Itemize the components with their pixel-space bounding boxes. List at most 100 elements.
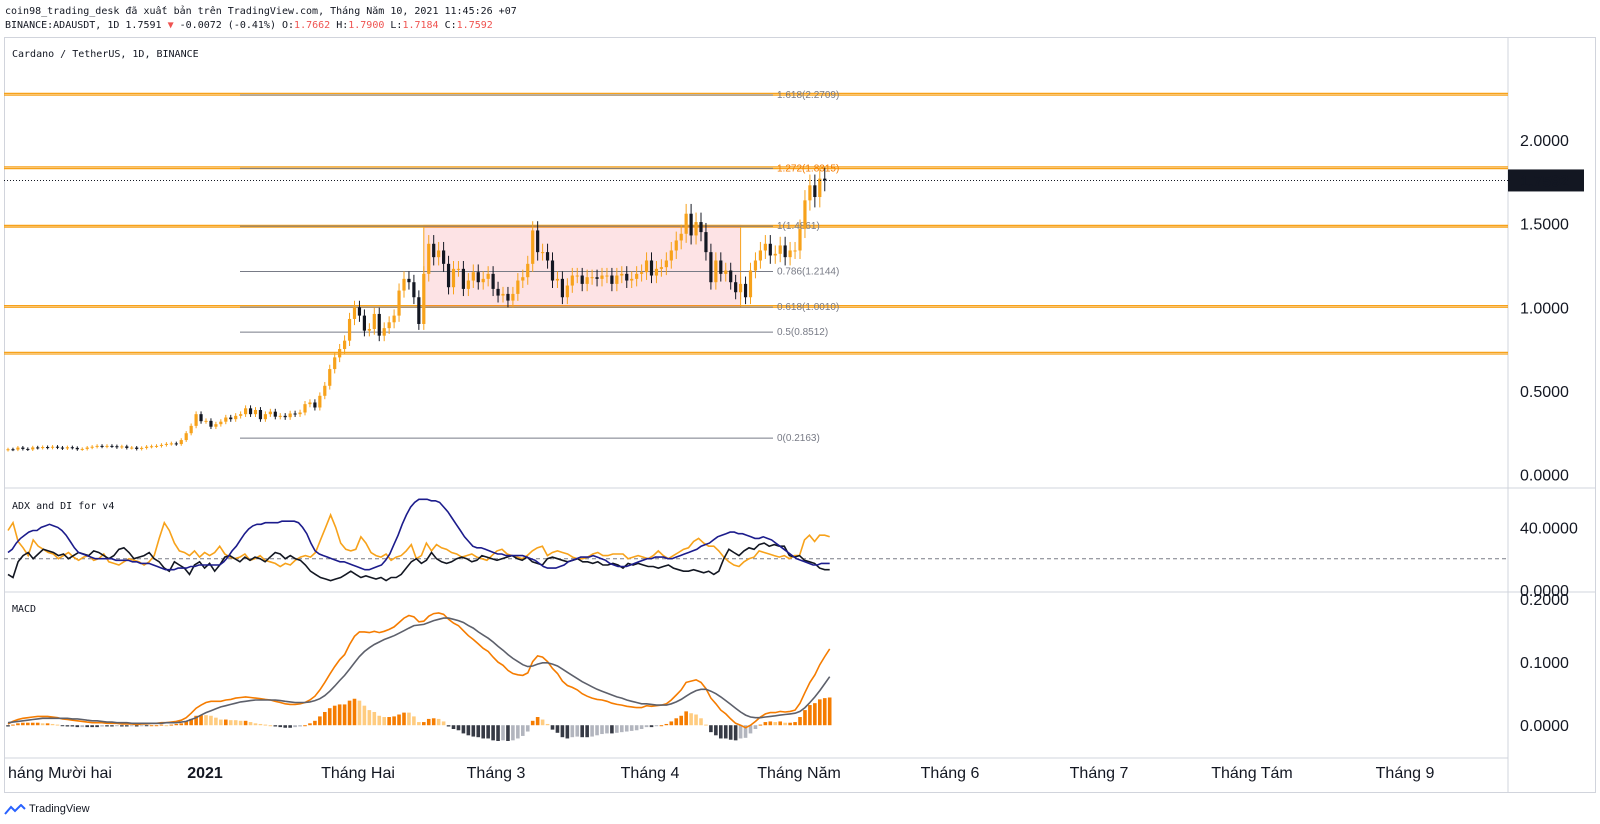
macd-hist-bar-48 bbox=[243, 720, 248, 726]
macd-hist-bar-59 bbox=[298, 725, 302, 727]
down-arrow-icon: ▼ bbox=[167, 20, 174, 31]
price-change: -0.0072 (-0.41%) bbox=[179, 20, 276, 31]
macd-hist-bar-66 bbox=[332, 705, 337, 726]
macd-hist-bar-56 bbox=[283, 725, 287, 728]
macd-hist-bar-26 bbox=[134, 725, 139, 727]
candle-body-85 bbox=[427, 243, 431, 274]
chart-frame[interactable] bbox=[4, 37, 1596, 793]
candle-body-52 bbox=[263, 414, 267, 420]
candle-body-162 bbox=[808, 185, 812, 201]
candle-body-147 bbox=[734, 282, 738, 293]
macd-hist-bar-4 bbox=[26, 722, 30, 726]
candle-body-144 bbox=[719, 260, 723, 274]
candle-body-59 bbox=[298, 412, 302, 415]
macd-hist-bar-79 bbox=[397, 714, 401, 726]
macd-hist-bar-20 bbox=[105, 725, 109, 727]
candle-body-95 bbox=[476, 272, 480, 283]
macd-hist-bar-1 bbox=[11, 724, 15, 726]
last-price-box bbox=[1508, 169, 1584, 192]
candle-body-131 bbox=[654, 268, 659, 276]
candle-body-83 bbox=[417, 297, 421, 324]
candle-body-42 bbox=[214, 424, 218, 427]
price-axis: 2.0000 1.5000 1.0000 0.5000 0.0000 bbox=[1520, 133, 1569, 484]
fibonacci-retracement: 1.618(2.2709) 1.272(1.8315) 1(1.4861) 0.786… bbox=[240, 90, 839, 444]
candle-body-7 bbox=[41, 447, 45, 449]
tradingview-footer[interactable]: TradingView bbox=[4, 803, 90, 815]
candle-body-57 bbox=[288, 413, 292, 418]
macd-hist-bar-44 bbox=[224, 719, 228, 726]
high-value: 1.7900 bbox=[348, 20, 385, 31]
price-pane-title: Cardano / TetherUS, 1D, BINANCE bbox=[12, 49, 199, 60]
macd-hist-bar-151 bbox=[753, 725, 758, 730]
candle-body-122 bbox=[610, 275, 614, 284]
macd-hist-bar-115 bbox=[575, 725, 580, 737]
candle-body-70 bbox=[352, 307, 357, 319]
candle-body-71 bbox=[357, 307, 362, 316]
candle-body-61 bbox=[308, 402, 312, 405]
candle-body-14 bbox=[75, 447, 79, 450]
macd-hist-bar-23 bbox=[120, 725, 124, 727]
macd-hist-bar-69 bbox=[347, 700, 352, 726]
macd-hist-bar-62 bbox=[313, 720, 317, 726]
candle-body-146 bbox=[729, 270, 733, 283]
candle-body-12 bbox=[65, 447, 69, 449]
candle-body-47 bbox=[239, 414, 243, 416]
macd-hist-bar-100 bbox=[501, 725, 505, 741]
candle-body-118 bbox=[590, 277, 594, 279]
macd-hist-bar-14 bbox=[75, 725, 80, 728]
candle-body-31 bbox=[159, 444, 164, 446]
candle-body-139 bbox=[694, 222, 698, 236]
candle-body-46 bbox=[234, 415, 238, 420]
publish-info: coin98_trading_desk đã xuất bản trên Tra… bbox=[5, 6, 517, 17]
candle-body-153 bbox=[763, 243, 767, 251]
macd-hist-bar-43 bbox=[219, 719, 223, 726]
macd-hist-bar-140 bbox=[699, 718, 703, 726]
candle-body-115 bbox=[575, 275, 579, 277]
candle-body-73 bbox=[367, 328, 371, 331]
candle-body-104 bbox=[521, 277, 525, 281]
macd-hist-bar-21 bbox=[110, 725, 114, 727]
candle-body-105 bbox=[526, 263, 530, 278]
close-value: 1.7592 bbox=[456, 20, 493, 31]
time-axis-tick-7: Tháng 7 bbox=[1070, 765, 1129, 782]
macd-hist-bar-57 bbox=[288, 725, 292, 728]
candle-body-164 bbox=[818, 178, 822, 198]
candle-body-5 bbox=[31, 447, 35, 450]
macd-hist-bar-47 bbox=[238, 720, 243, 726]
candle-body-126 bbox=[630, 278, 634, 281]
macd-hist-bar-71 bbox=[357, 700, 362, 726]
adx-series-adx bbox=[7, 498, 830, 571]
candle-body-37 bbox=[189, 425, 193, 434]
candle-body-1 bbox=[11, 449, 15, 451]
candle-body-84 bbox=[422, 273, 426, 324]
symbol-info: BINANCE:ADAUSDT, 1D 1.7591 ▼ -0.0072 (-0… bbox=[5, 20, 493, 32]
macd-hist-bar-146 bbox=[728, 725, 733, 740]
candle-body-86 bbox=[432, 243, 436, 258]
candle-body-60 bbox=[303, 404, 307, 413]
time-axis-tick-2: Tháng Hai bbox=[321, 765, 395, 782]
candle-body-27 bbox=[140, 447, 144, 449]
macd-hist-bar-32 bbox=[164, 725, 169, 727]
candle-body-0 bbox=[6, 449, 10, 451]
candle-body-48 bbox=[244, 408, 248, 415]
last-price-label: 1.7592 bbox=[1520, 173, 1569, 190]
macd-hist-bar-25 bbox=[129, 725, 134, 727]
macd-hist-bar-58 bbox=[293, 725, 297, 728]
candle-body-10 bbox=[55, 446, 60, 448]
candle-body-81 bbox=[407, 278, 411, 283]
macd-hist-bar-145 bbox=[723, 725, 728, 739]
macd-hist-bar-50 bbox=[253, 723, 258, 726]
time-axis-tick-5: Tháng Năm bbox=[757, 765, 841, 782]
candle-body-89 bbox=[446, 263, 451, 288]
macd-hist-bar-51 bbox=[258, 723, 263, 726]
macd-hist-bar-104 bbox=[521, 725, 525, 736]
candle-body-102 bbox=[511, 293, 515, 301]
candle-body-159 bbox=[793, 250, 797, 252]
candle-body-55 bbox=[278, 415, 282, 417]
macd-hist-bar-116 bbox=[580, 725, 584, 738]
macd-hist-bar-166 bbox=[827, 697, 832, 726]
candle-body-97 bbox=[486, 273, 490, 279]
macd-hist-bar-144 bbox=[719, 725, 723, 739]
candle-body-11 bbox=[60, 447, 65, 449]
